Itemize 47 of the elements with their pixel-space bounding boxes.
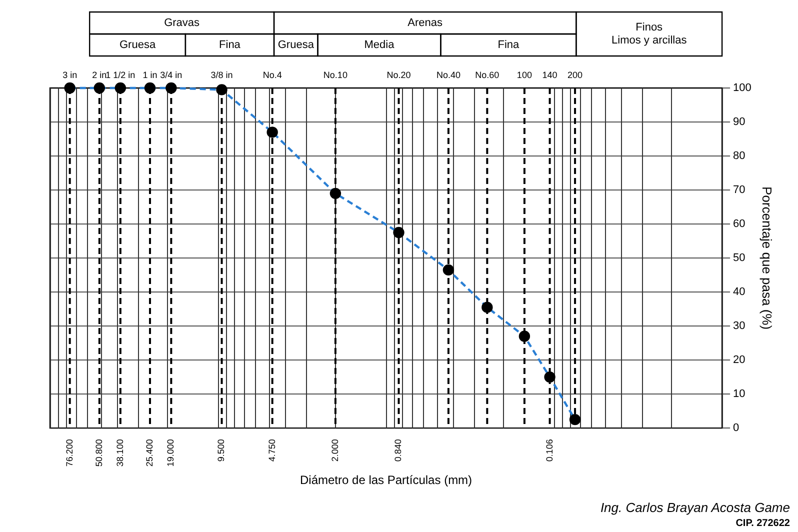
- y-axis-title: Porcentaje que pasa (%): [760, 186, 775, 330]
- ref-line-label: 1 in: [142, 70, 158, 80]
- text: CIP. 272622: [736, 518, 790, 529]
- x-axis-title: Diámetro de las Partículas (mm): [300, 473, 472, 488]
- ref-line-label: No.40: [436, 70, 460, 80]
- x-tick-label: 76.200: [64, 439, 74, 467]
- x-tick-label: 4.750: [266, 439, 277, 462]
- ref-line-label: 3/8 in: [210, 70, 233, 80]
- y-tick-label: 90: [733, 116, 746, 128]
- y-tick-label: 50: [733, 252, 746, 264]
- text: Fina: [219, 39, 242, 52]
- text: Arenas: [408, 17, 444, 30]
- y-tick-label: 10: [733, 388, 746, 400]
- y-tick-label: 80: [733, 150, 746, 162]
- x-tick-label: 0.106: [544, 439, 554, 462]
- x-tick-label: 9.500: [216, 439, 226, 462]
- text: Gruesa: [278, 39, 315, 52]
- ref-line-label: No.60: [475, 70, 500, 80]
- annotation: 100: [516, 70, 532, 80]
- x-tick-label: 38.100: [114, 439, 125, 467]
- x-tick-label: 2.000: [330, 439, 340, 462]
- text: Ing. Carlos Brayan Acosta Game: [600, 500, 790, 515]
- x-tick-label: 25.400: [144, 439, 154, 467]
- y-tick-label: 100: [733, 82, 752, 94]
- annotation: 140: [542, 70, 558, 80]
- text: Media: [364, 39, 396, 52]
- ref-line-label: 3/4 in: [160, 70, 182, 80]
- ref-line-label: No.10: [323, 70, 348, 80]
- y-tick-label: 60: [733, 218, 746, 230]
- ref-line-label: No.4: [262, 70, 282, 80]
- x-tick-label: 19.000: [166, 439, 176, 467]
- ref-line-label: 2 in: [92, 70, 107, 80]
- y-tick-label: 20: [733, 354, 746, 366]
- text: Gravas: [164, 17, 200, 30]
- text: Finos Limos y arcillas: [612, 22, 688, 47]
- text: Fina: [498, 39, 520, 52]
- y-tick-label: 70: [733, 184, 746, 196]
- text: Gruesa: [119, 39, 156, 52]
- y-tick-label: 40: [733, 286, 746, 298]
- annotation: 200: [568, 70, 583, 80]
- x-tick-label: 0.840: [393, 439, 404, 462]
- ref-line-label: 3 in: [62, 70, 78, 80]
- ref-line-label: No.20: [386, 70, 411, 80]
- ref-line-label: 1 1/2 in: [106, 70, 136, 80]
- y-tick-label: 30: [733, 320, 746, 332]
- x-tick-label: 50.800: [94, 439, 104, 467]
- y-tick-label: 0: [733, 422, 740, 434]
